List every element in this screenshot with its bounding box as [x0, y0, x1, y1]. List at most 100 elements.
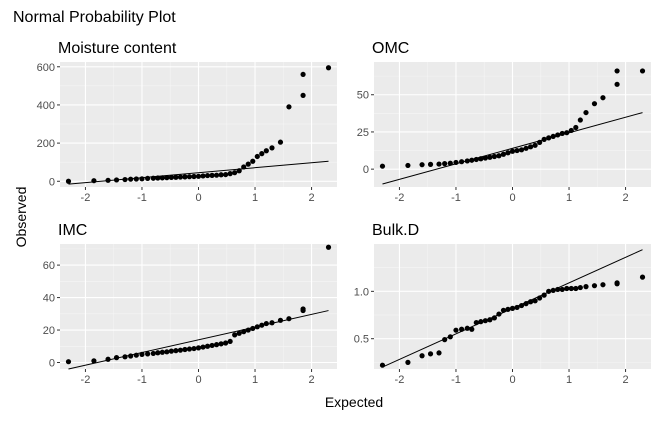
y-tick-label: 20	[43, 325, 55, 337]
facet-panel-2: OMC -2 -1 0 1 2 0 25 50	[357, 40, 651, 204]
data-point	[177, 347, 184, 353]
data-point	[227, 338, 233, 345]
x-tick-label: -2	[395, 374, 405, 386]
data-point	[286, 104, 292, 110]
data-point	[325, 244, 332, 250]
data-point	[469, 326, 475, 332]
data-point	[164, 175, 170, 181]
x-tick-label: 0	[195, 374, 201, 386]
x-tick-label: 1	[252, 192, 258, 204]
data-point	[379, 163, 386, 169]
data-point	[464, 325, 470, 331]
data-point	[164, 349, 170, 355]
data-point	[250, 325, 256, 332]
data-point	[232, 170, 238, 176]
x-tick-label: -1	[451, 192, 461, 204]
data-point	[514, 304, 520, 311]
data-point	[518, 302, 525, 309]
data-point	[436, 350, 442, 356]
data-point	[482, 318, 488, 324]
data-point	[442, 161, 448, 167]
data-point	[182, 346, 188, 353]
data-point	[139, 351, 145, 357]
y-tick-label: 400	[37, 100, 55, 112]
data-point	[155, 175, 161, 181]
data-point	[223, 171, 229, 178]
data-point	[478, 319, 484, 325]
data-point	[614, 68, 620, 74]
data-point	[145, 175, 151, 182]
x-tick-label: 0	[509, 192, 515, 204]
data-point	[453, 327, 459, 333]
data-point	[577, 284, 583, 291]
data-point	[537, 295, 543, 301]
data-point	[405, 359, 411, 365]
data-point	[459, 326, 465, 332]
data-point	[277, 139, 284, 145]
data-point	[491, 315, 498, 321]
data-point	[564, 130, 570, 136]
data-point	[447, 334, 453, 340]
data-point	[419, 353, 425, 359]
data-point	[300, 92, 306, 98]
data-point	[269, 320, 275, 326]
data-point	[204, 172, 211, 179]
data-point	[209, 172, 215, 178]
data-point	[405, 162, 411, 169]
x-tick-label: -1	[451, 374, 461, 386]
data-point	[113, 177, 120, 183]
data-point	[186, 174, 193, 180]
y-tick-label: 0	[49, 358, 55, 370]
data-point	[541, 136, 547, 142]
data-point	[218, 172, 224, 178]
data-point	[223, 340, 229, 346]
data-point	[269, 145, 275, 151]
data-point	[105, 356, 111, 362]
data-point	[227, 171, 233, 177]
panel-title: Moisture content	[58, 40, 177, 57]
x-tick-label: 2	[622, 374, 628, 386]
data-point	[577, 117, 583, 123]
data-point	[379, 362, 386, 368]
x-tick-label: 1	[566, 192, 572, 204]
data-point	[65, 178, 72, 184]
data-point	[259, 322, 265, 328]
reference-line	[68, 310, 329, 370]
data-point	[155, 350, 161, 356]
data-point	[496, 153, 502, 159]
reference-line	[68, 160, 329, 185]
data-point	[195, 345, 202, 351]
data-point	[209, 342, 215, 349]
data-point	[509, 148, 516, 154]
data-point	[65, 359, 72, 365]
data-point	[128, 176, 134, 182]
data-point	[487, 154, 493, 160]
data-point	[639, 68, 646, 74]
data-point	[600, 95, 606, 101]
data-point	[583, 284, 589, 290]
data-point	[122, 176, 128, 183]
data-point	[145, 351, 151, 357]
y-tick-label: 0	[363, 164, 369, 176]
data-point	[523, 145, 529, 151]
data-point	[568, 127, 574, 134]
data-point	[150, 350, 156, 357]
x-tick-label: -2	[81, 192, 91, 204]
x-tick-label: -1	[137, 374, 147, 386]
data-point	[128, 353, 134, 359]
data-point	[541, 292, 547, 298]
data-point	[204, 343, 211, 349]
data-point	[263, 320, 269, 327]
data-point	[159, 175, 165, 181]
y-tick-label: 600	[37, 62, 55, 74]
data-point	[487, 317, 493, 323]
data-point	[200, 173, 206, 179]
data-point	[191, 345, 197, 352]
data-point	[550, 287, 556, 294]
y-tick-label: 25	[357, 127, 369, 139]
reference-line	[382, 112, 643, 185]
panel-title: IMC	[58, 222, 87, 239]
